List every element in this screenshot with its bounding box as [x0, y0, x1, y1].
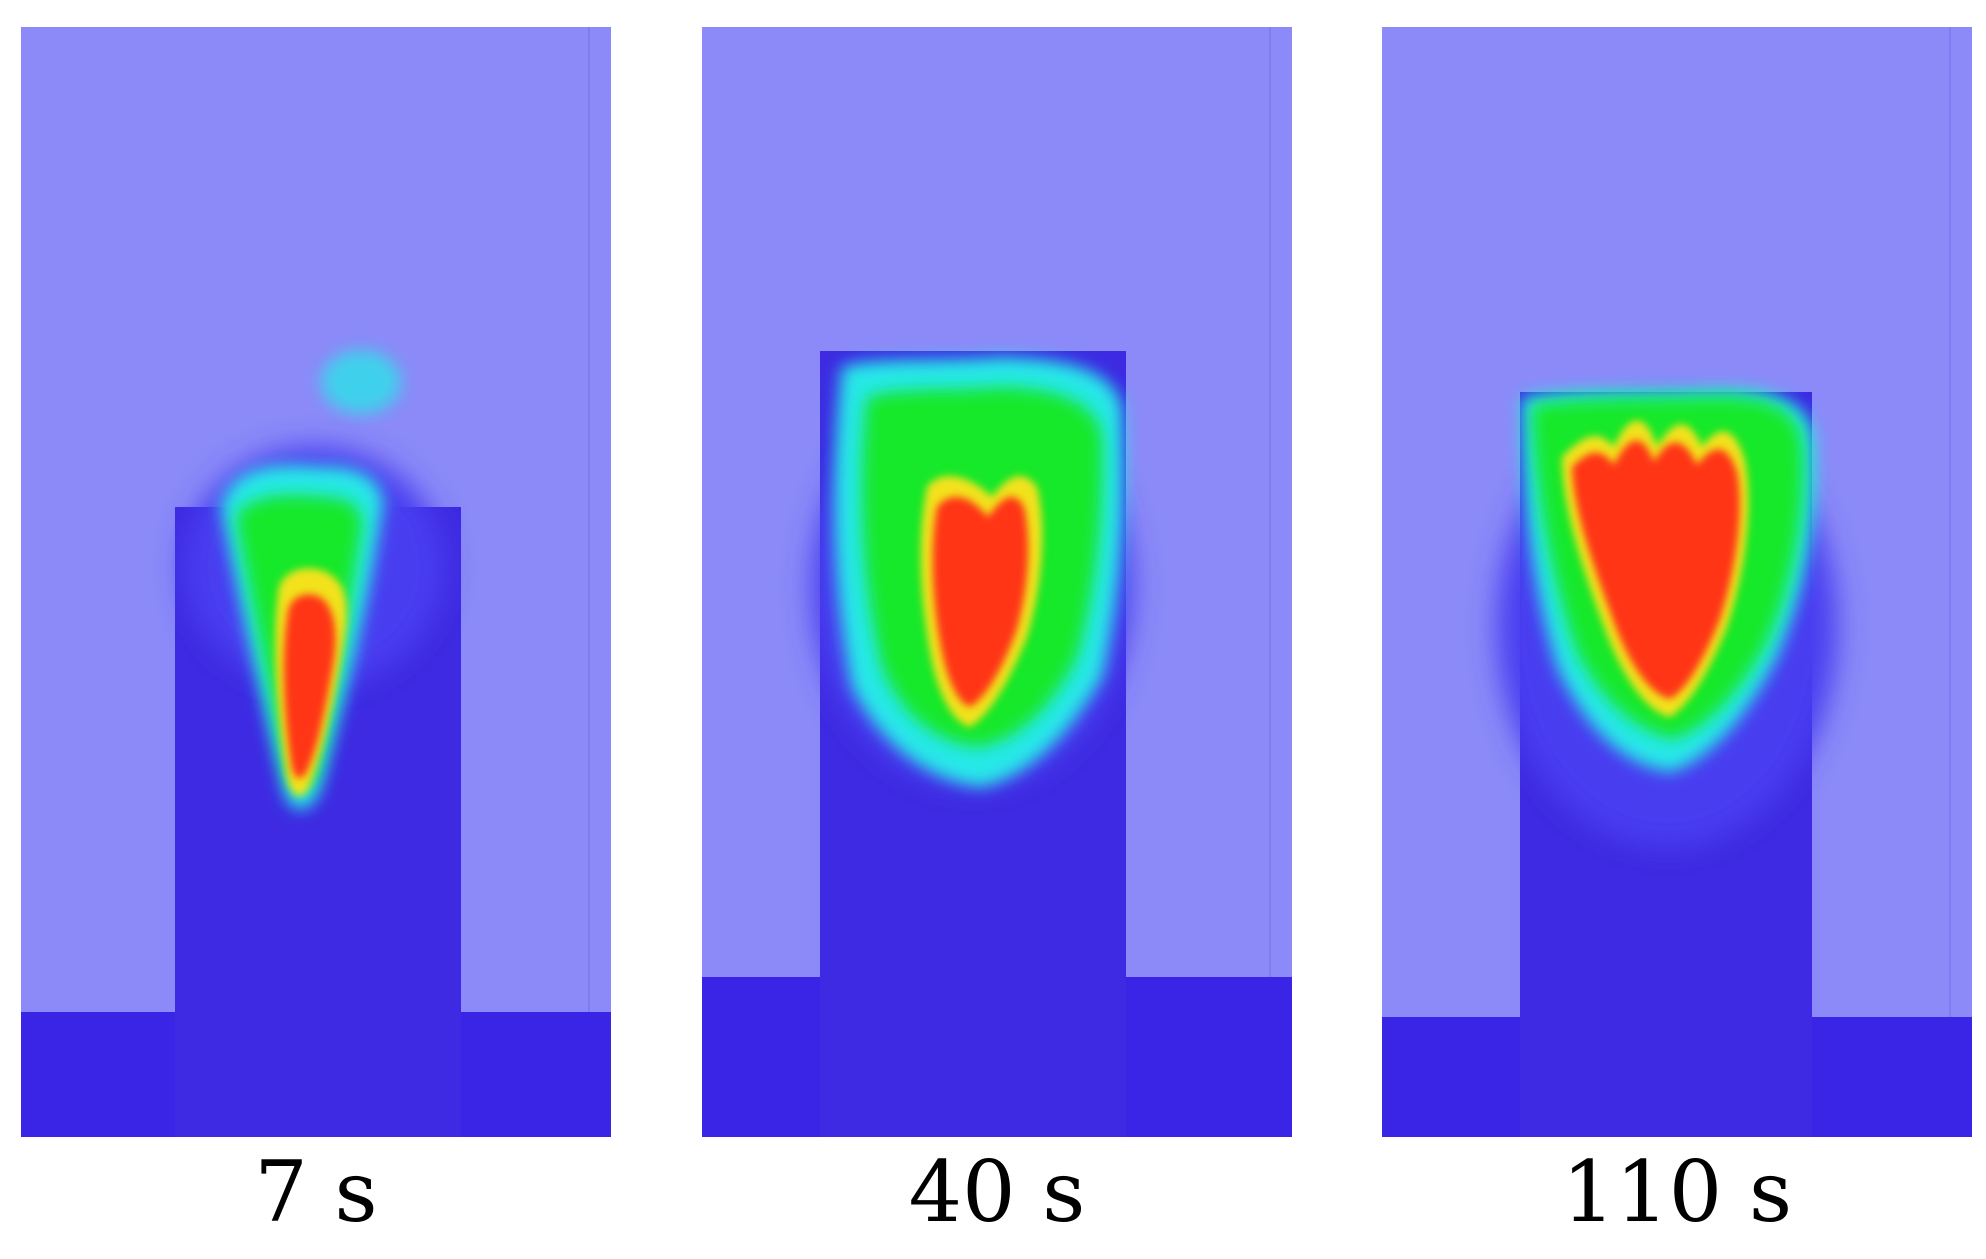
fire-plume	[812, 357, 1132, 787]
fire-snapshot-7s	[21, 27, 611, 1137]
fire-snapshot-110s	[1382, 27, 1972, 1137]
heat-map-7s	[21, 27, 611, 1137]
time-label-40s: 40 s	[908, 1143, 1086, 1241]
fire-plume	[1497, 388, 1837, 847]
heat-map-110s	[1382, 27, 1972, 1137]
heat-map-40s	[702, 27, 1292, 1137]
time-label-7s: 7 s	[254, 1143, 378, 1241]
fire-snapshot-40s	[702, 27, 1292, 1137]
fire-plume	[184, 350, 444, 810]
time-label-110s: 110 s	[1561, 1143, 1793, 1241]
